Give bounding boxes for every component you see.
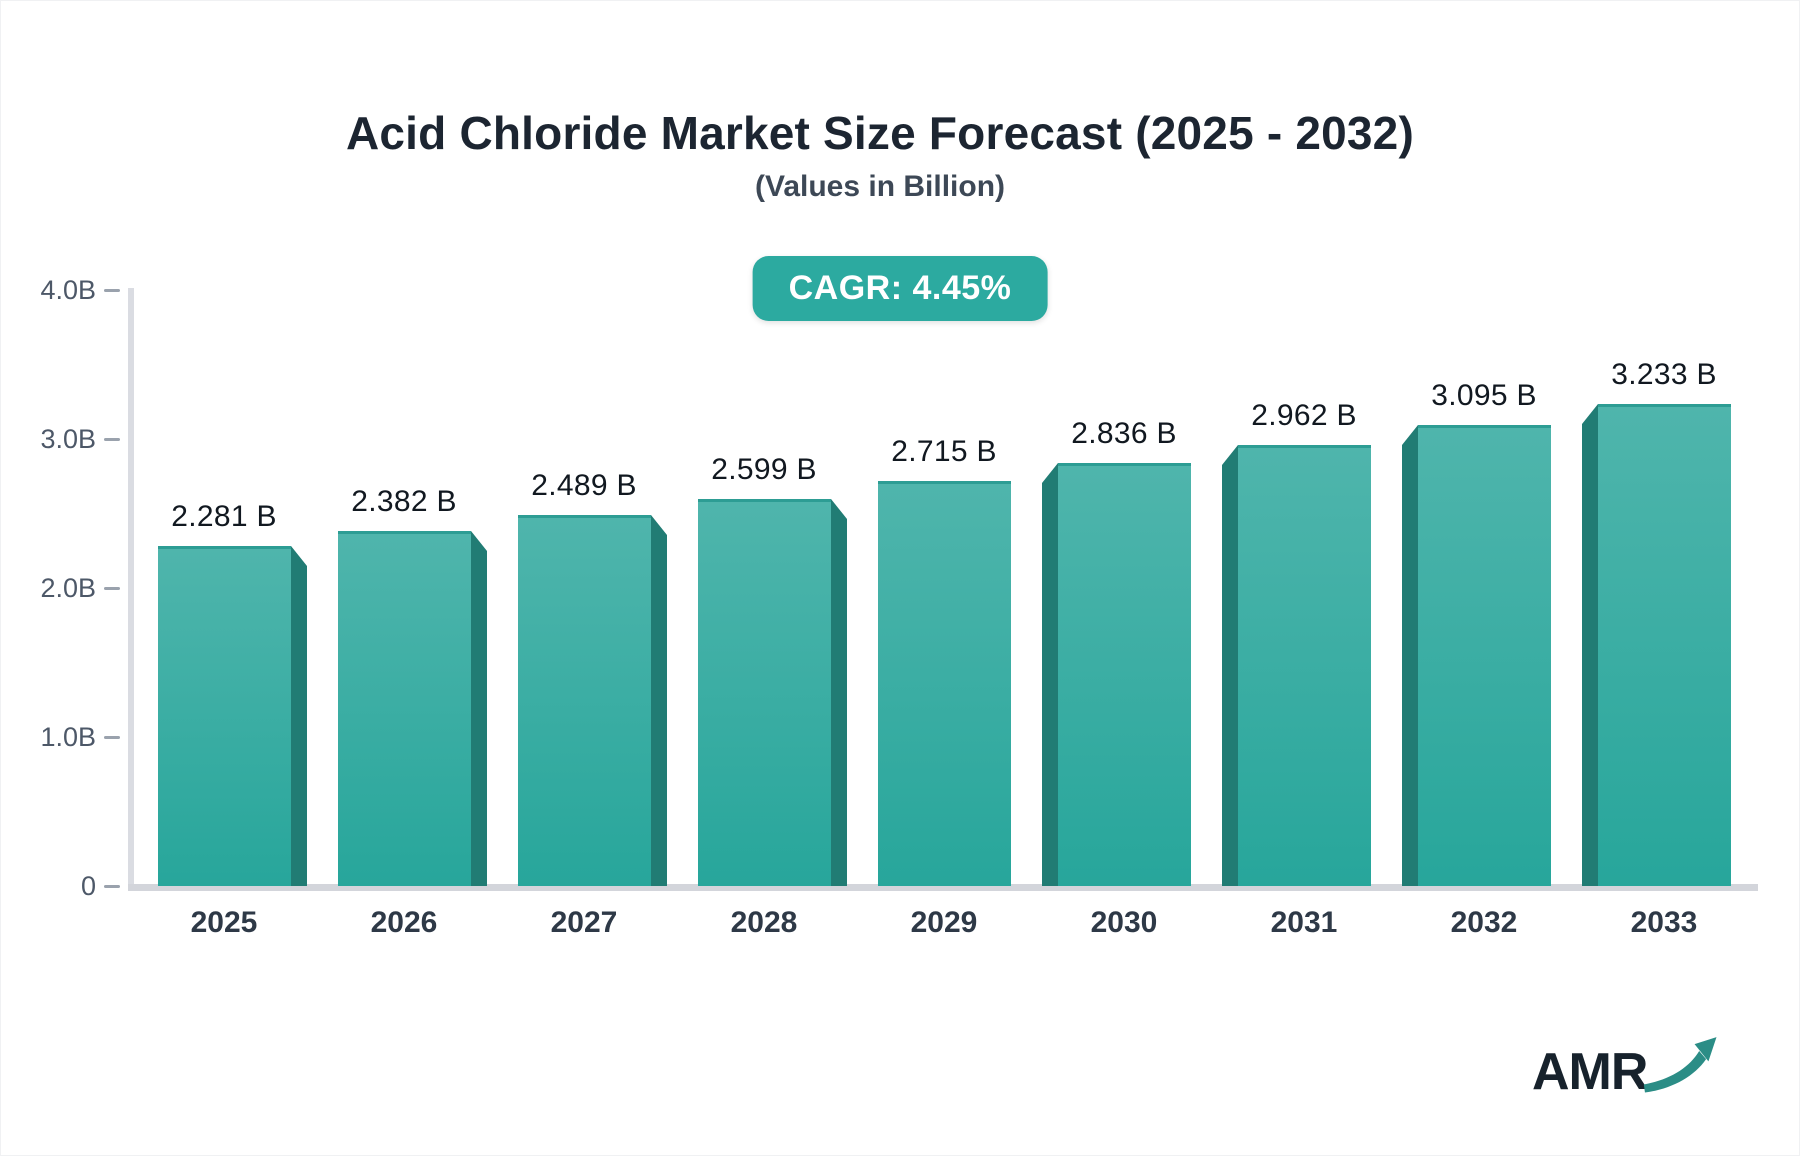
bar-2028 <box>698 499 831 886</box>
bar-value-label-2031: 2.962 B <box>1251 399 1357 432</box>
y-tick-mark-4.0B <box>104 289 120 292</box>
bar-value-label-2025: 2.281 B <box>171 500 277 533</box>
bar-side-face-2031 <box>1222 445 1238 886</box>
bar-side-face-2032 <box>1402 425 1418 886</box>
bar-2027 <box>518 515 651 886</box>
bar-side-face-2033 <box>1582 404 1598 886</box>
y-tick-label-0: 0 <box>80 871 96 901</box>
bar-side-face-2025 <box>291 546 307 886</box>
x-axis-label-2033: 2033 <box>1630 906 1698 939</box>
bar-2025 <box>158 546 291 886</box>
y-tick-label-1.0B: 1.0B <box>40 722 96 752</box>
chart-subtitle: (Values in Billion) <box>754 170 1006 203</box>
bar-value-label-2026: 2.382 B <box>351 485 457 518</box>
bar-side-face-2028 <box>831 499 847 886</box>
y-tick-label-4.0B: 4.0B <box>40 275 96 305</box>
y-tick-mark-2.0B <box>104 587 120 590</box>
x-axis-label-2025: 2025 <box>190 906 258 939</box>
x-axis-label-2027: 2027 <box>550 906 618 939</box>
bar-2033 <box>1598 404 1731 886</box>
y-axis-line <box>128 288 134 891</box>
bar-side-face-2027 <box>651 515 667 886</box>
x-axis-label-2026: 2026 <box>370 906 438 939</box>
x-axis-label-2029: 2029 <box>910 906 978 939</box>
amr-logo: AMR <box>1532 1036 1717 1098</box>
x-axis-label-2032: 2032 <box>1450 906 1518 939</box>
y-tick-mark-0 <box>104 885 120 888</box>
bar-2032 <box>1418 425 1551 886</box>
bar-2026 <box>338 531 471 886</box>
bar-2029 <box>878 481 1011 886</box>
bar-value-label-2028: 2.599 B <box>711 453 817 486</box>
x-axis-line <box>128 884 1758 891</box>
bar-value-label-2029: 2.715 B <box>891 435 997 468</box>
cagr-badge: CAGR: 4.45% <box>752 256 1048 321</box>
bar-2031 <box>1238 445 1371 886</box>
x-axis-label-2030: 2030 <box>1090 906 1158 939</box>
y-tick-mark-3.0B <box>104 438 120 441</box>
y-tick-label-2.0B: 2.0B <box>40 573 96 603</box>
growth-arrow-icon <box>1644 1037 1717 1093</box>
x-axis-label-2031: 2031 <box>1270 906 1338 939</box>
bar-side-face-2026 <box>471 531 487 886</box>
bar-side-face-2030 <box>1042 463 1058 886</box>
y-tick-label-3.0B: 3.0B <box>40 424 96 454</box>
y-tick-mark-1.0B <box>104 736 120 739</box>
amr-logo-text: AMR <box>1532 1043 1648 1101</box>
x-axis-label-2028: 2028 <box>730 906 798 939</box>
bar-2030 <box>1058 463 1191 886</box>
bar-value-label-2027: 2.489 B <box>531 469 637 502</box>
chart-title: Acid Chloride Market Size Forecast (2025… <box>345 107 1414 159</box>
bar-value-label-2033: 3.233 B <box>1611 358 1717 391</box>
bar-value-label-2030: 2.836 B <box>1071 417 1177 450</box>
bar-value-label-2032: 3.095 B <box>1431 379 1537 412</box>
